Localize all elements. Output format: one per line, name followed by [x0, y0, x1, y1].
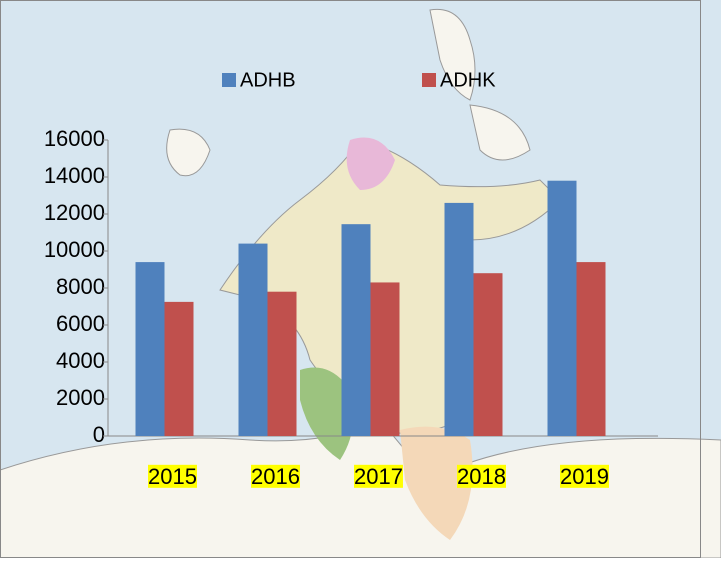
label-highlight — [457, 464, 506, 488]
y-tick-label: 10000 — [44, 237, 105, 262]
bar — [576, 262, 606, 436]
y-tick-label: 12000 — [44, 200, 105, 225]
y-tick-label: 0 — [93, 422, 105, 447]
bar — [135, 262, 165, 436]
x-tick-label: 2018 — [457, 464, 506, 489]
bar — [341, 224, 371, 436]
y-tick-label: 8000 — [56, 274, 105, 299]
label-highlight — [354, 464, 403, 488]
label-highlight — [251, 464, 300, 488]
bar — [444, 202, 474, 436]
y-tick-label: 4000 — [56, 348, 105, 373]
map-region — [400, 426, 473, 540]
y-tick-label: 2000 — [56, 385, 105, 410]
map-region — [346, 137, 395, 190]
legend-label: ADHK — [440, 69, 496, 91]
label-highlight — [148, 464, 197, 488]
x-tick-label: 2015 — [148, 464, 197, 489]
legend-swatch — [222, 73, 236, 87]
map-island — [429, 8, 476, 101]
x-tick-label: 2017 — [354, 464, 403, 489]
x-tick-label: 2016 — [251, 464, 300, 489]
map-island — [166, 128, 211, 177]
map-region — [300, 367, 354, 460]
bar — [473, 273, 503, 436]
bar — [370, 282, 400, 436]
map-island — [469, 104, 531, 161]
y-tick-label: 6000 — [56, 311, 105, 336]
legend-swatch — [422, 73, 436, 87]
legend-label: ADHB — [240, 69, 296, 91]
bar — [164, 301, 194, 436]
y-tick-label: 14000 — [44, 163, 105, 188]
bar — [238, 243, 268, 436]
bar — [267, 291, 297, 436]
label-highlight — [560, 464, 609, 488]
bar — [547, 180, 577, 436]
y-tick-label: 16000 — [44, 126, 105, 151]
x-tick-label: 2019 — [560, 464, 609, 489]
